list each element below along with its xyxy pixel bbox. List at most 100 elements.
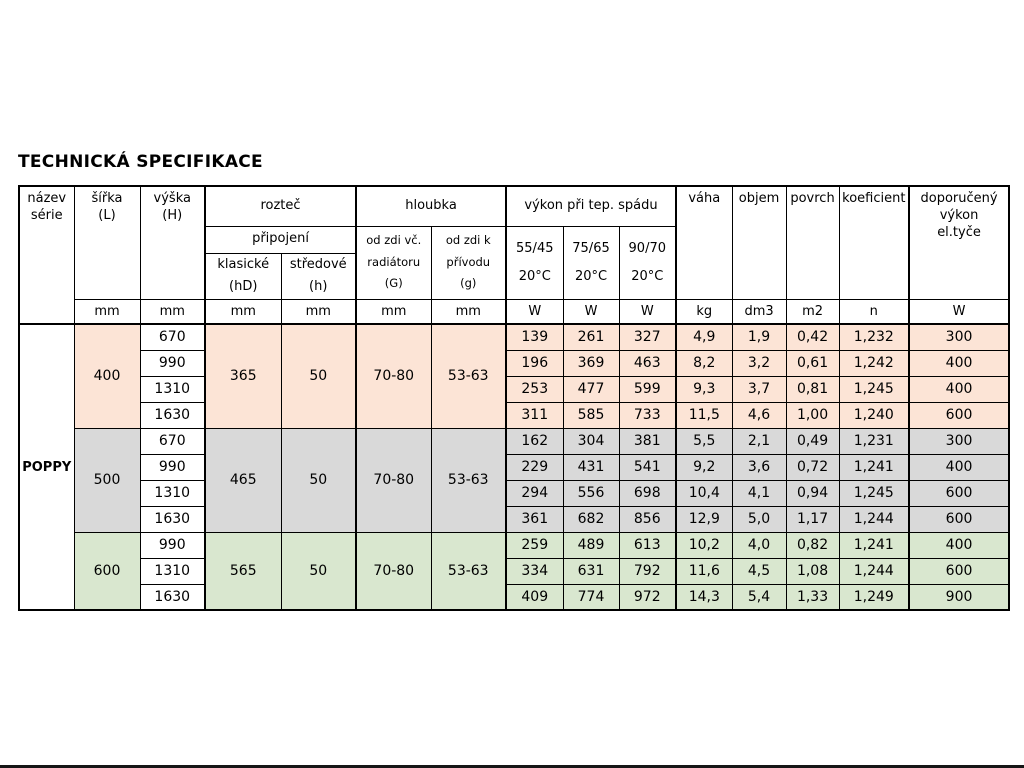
cell-sirka: 400 — [73, 323, 141, 429]
cell-objem: 1,9 — [731, 323, 787, 351]
cell-povrch: 1,17 — [785, 505, 840, 533]
cell-dop: 400 — [908, 531, 1010, 559]
cell-koeficient: 1,249 — [838, 583, 910, 611]
cell-vyska: 1630 — [139, 505, 206, 533]
cell-w7565: 489 — [562, 531, 620, 559]
cell-koeficient: 1,241 — [838, 453, 910, 481]
header-temp-7565: 75/65 20°C — [562, 225, 620, 300]
cell-stredove: 50 — [280, 531, 357, 611]
series-name: POPPY — [18, 323, 75, 611]
cell-objem: 3,6 — [731, 453, 787, 481]
cell-vaha: 4,9 — [675, 323, 733, 351]
cell-vaha: 14,3 — [675, 583, 733, 611]
cell-dop: 300 — [908, 427, 1010, 455]
cell-vyska: 670 — [139, 323, 206, 351]
cell-w7565: 556 — [562, 479, 620, 507]
cell-povrch: 1,08 — [785, 557, 840, 585]
cell-koeficient: 1,242 — [838, 349, 910, 377]
table-row: 1630 409 774 972 14,3 5,4 1,33 1,249 900 — [19, 583, 1010, 611]
cell-w5545: 139 — [505, 323, 564, 351]
header-nazev-serie: název série — [18, 185, 75, 325]
cell-dop: 300 — [908, 323, 1010, 351]
unit-w1: W — [505, 298, 564, 325]
cell-dop: 600 — [908, 505, 1010, 533]
cell-povrch: 0,61 — [785, 349, 840, 377]
header-vykon: výkon při tep. spádu — [504, 185, 677, 227]
cell-koeficient: 1,244 — [838, 505, 910, 533]
cell-vyska: 990 — [139, 349, 206, 377]
header-vaha: váha — [675, 185, 733, 300]
cell-w5545: 409 — [505, 583, 564, 611]
unit-w2: W — [562, 298, 620, 325]
header-sirka: šířka (L) — [73, 185, 141, 300]
cell-vaha: 9,3 — [675, 375, 733, 403]
cell-w9070: 698 — [618, 479, 677, 507]
cell-povrch: 0,94 — [785, 479, 840, 507]
cell-dop: 400 — [908, 453, 1010, 481]
header-koeficient: koeficient — [838, 185, 910, 300]
cell-sirka: 500 — [73, 427, 141, 533]
cell-w5545: 311 — [505, 401, 564, 429]
cell-g-velke: 70-80 — [355, 531, 432, 611]
cell-vyska: 990 — [139, 531, 206, 559]
cell-w9070: 599 — [618, 375, 677, 403]
cell-vaha: 9,2 — [675, 453, 733, 481]
cell-povrch: 0,72 — [785, 453, 840, 481]
header-roztec: rozteč — [204, 185, 357, 227]
cell-w9070: 972 — [618, 583, 677, 611]
cell-w7565: 585 — [562, 401, 620, 429]
header-pripojeni: připojení — [204, 225, 357, 254]
bottom-edge-line — [0, 765, 1024, 768]
cell-koeficient: 1,231 — [838, 427, 910, 455]
cell-vyska: 1630 — [139, 401, 206, 429]
cell-povrch: 1,33 — [785, 583, 840, 611]
header-vyska: výška (H) — [139, 185, 206, 300]
cell-g-velke: 70-80 — [355, 427, 432, 533]
header-temp-5545: 55/45 20°C — [505, 225, 564, 300]
unit-povrch: m2 — [785, 298, 840, 325]
cell-povrch: 0,82 — [785, 531, 840, 559]
cell-vyska: 1310 — [139, 557, 206, 585]
cell-objem: 4,1 — [731, 479, 787, 507]
cell-dop: 400 — [908, 375, 1010, 403]
unit-koeficient: n — [838, 298, 910, 325]
header-klasicke: klasické (hD) — [204, 252, 282, 300]
cell-dop: 900 — [908, 583, 1010, 611]
cell-koeficient: 1,240 — [838, 401, 910, 429]
cell-w7565: 369 — [562, 349, 620, 377]
cell-povrch: 0,49 — [785, 427, 840, 455]
cell-w5545: 253 — [505, 375, 564, 403]
unit-w3: W — [618, 298, 677, 325]
unit-vyska: mm — [139, 298, 206, 325]
cell-koeficient: 1,244 — [838, 557, 910, 585]
table-row: 990 229 431 541 9,2 3,6 0,72 1,241 400 — [19, 453, 1010, 481]
cell-vyska: 1310 — [139, 479, 206, 507]
unit-stredove: mm — [280, 298, 357, 325]
cell-povrch: 1,00 — [785, 401, 840, 429]
table-row: 1630 361 682 856 12,9 5,0 1,17 1,244 600 — [19, 505, 1010, 533]
cell-g-male: 53-63 — [430, 323, 507, 429]
cell-vaha: 10,2 — [675, 531, 733, 559]
cell-vaha: 8,2 — [675, 349, 733, 377]
cell-g-male: 53-63 — [430, 427, 507, 533]
cell-objem: 4,6 — [731, 401, 787, 429]
cell-koeficient: 1,232 — [838, 323, 910, 351]
table-row: 990 196 369 463 8,2 3,2 0,61 1,242 400 — [19, 349, 1010, 377]
cell-povrch: 0,42 — [785, 323, 840, 351]
cell-dop: 600 — [908, 401, 1010, 429]
cell-w9070: 792 — [618, 557, 677, 585]
unit-objem: dm3 — [731, 298, 787, 325]
cell-vyska: 1310 — [139, 375, 206, 403]
header-doporuceny: doporučený výkon el.tyče — [908, 185, 1010, 300]
cell-koeficient: 1,245 — [838, 375, 910, 403]
header-hloubka: hloubka — [355, 185, 507, 227]
cell-klasicke: 465 — [204, 427, 282, 533]
cell-vyska: 670 — [139, 427, 206, 455]
unit-sirka: mm — [73, 298, 141, 325]
cell-objem: 4,0 — [731, 531, 787, 559]
cell-w9070: 856 — [618, 505, 677, 533]
cell-objem: 3,7 — [731, 375, 787, 403]
cell-objem: 5,0 — [731, 505, 787, 533]
table-row: 600 990 565 50 70-80 53-63 259 489 613 1… — [19, 531, 1010, 611]
unit-vaha: kg — [675, 298, 733, 325]
